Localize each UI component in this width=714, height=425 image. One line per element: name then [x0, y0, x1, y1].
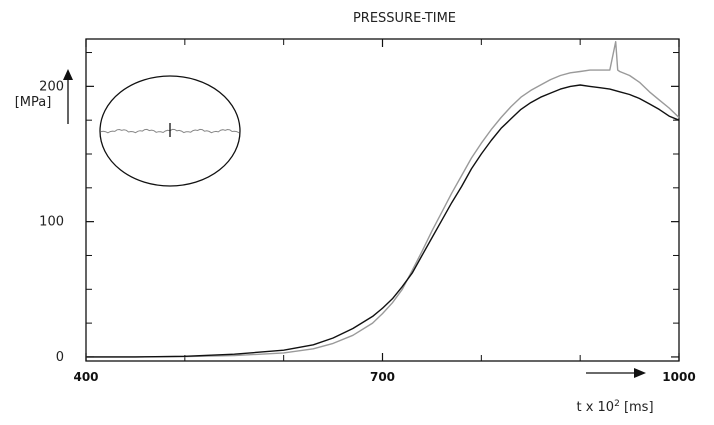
x-axis-arrow-head	[634, 368, 646, 378]
x-tick-label: 1000	[662, 370, 695, 384]
x-tick-label: 700	[370, 370, 395, 384]
series-line-2	[86, 41, 680, 358]
series-line-1	[86, 84, 680, 358]
y-axis-arrow-head	[63, 69, 73, 80]
x-axis-label: t x 102 [ms]	[576, 399, 653, 415]
chart-title: PRESSURE-TIME	[353, 11, 456, 26]
y-tick-label: 100	[39, 215, 64, 230]
y-axis-unit: [MPa]	[15, 95, 52, 110]
y-tick-label: 0	[56, 350, 64, 365]
x-tick-label: 400	[73, 370, 98, 384]
y-tick-label: 200	[39, 79, 64, 94]
